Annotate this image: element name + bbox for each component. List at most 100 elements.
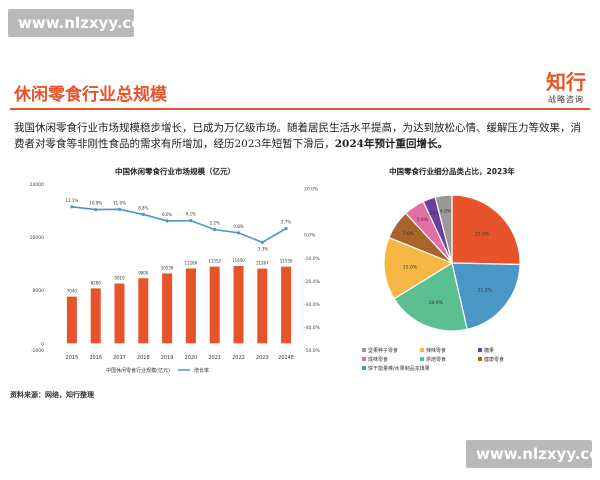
watermark-bottom: www.nlzxyy.com [466, 440, 600, 468]
x-tick-label: 2016 [89, 355, 102, 361]
x-tick-label: 2019 [161, 355, 174, 361]
pie-slice-label: 7.0% [403, 231, 415, 237]
bar-value-label: 11267 [256, 261, 269, 266]
watermark-top: www.nlzxyy.com [8, 9, 157, 37]
market-size-chart: 中国休闲零食行业市场规模（亿元） 24000 16000 8000 0-1000 20.0… [30, 166, 321, 374]
bar [66, 296, 77, 344]
y-right-tick-label: 20.0% [304, 187, 319, 193]
source-note: 资料来源：网络，知行整理 [10, 391, 94, 399]
legend-swatch [362, 357, 366, 361]
y-left-tick-label: -1000 [31, 348, 44, 354]
growth-line [71, 206, 287, 244]
brand-subtitle: 战略咨询 [548, 95, 584, 104]
x-tick-label: 2015 [66, 355, 79, 361]
x-tick-label: 2018 [137, 355, 150, 361]
pie-slice-label: 19.9% [429, 300, 444, 306]
legend-line-label: 增长率 [194, 367, 209, 374]
growth-point [236, 231, 241, 235]
growth-point [94, 207, 98, 212]
x-tick-label: 2024E [278, 355, 294, 361]
legend-swatch [362, 366, 366, 370]
page-title: 休闲零食行业总规模 [14, 85, 167, 105]
pie-slice-label: 4.0% [440, 208, 452, 214]
growth-value-label: 6.0% [162, 212, 172, 217]
y-right-tick-label: -50.0% [304, 348, 321, 354]
bar-value-label: 11650 [232, 258, 245, 263]
growth-value-label: 10.9% [89, 201, 102, 206]
bar [162, 273, 173, 344]
growth-value-label: 12.1% [66, 198, 79, 203]
legend-label: 糖果 [484, 347, 494, 354]
title-divider [10, 108, 590, 110]
y-left-tick-label: 16000 [30, 235, 44, 241]
growth-point [70, 205, 74, 209]
bar-value-label: 7040 [67, 289, 78, 294]
y-right-tick-label: 0.0% [304, 233, 316, 239]
bar [114, 283, 125, 344]
pie-slice-label: 25.5% [475, 232, 490, 238]
legend-swatch [420, 348, 424, 352]
growth-value-label: 0.8% [233, 224, 243, 229]
pie-slice [451, 262, 521, 331]
bar-value-label: 9010 [114, 276, 125, 281]
bar [281, 266, 292, 344]
intro-paragraph: 我国休闲零食行业市场规模稳步增长，已成为万亿级市场。随着居民生活水平提高，为达到… [14, 120, 586, 152]
legend-label: 健康零食 [484, 356, 504, 363]
growth-point [117, 207, 122, 211]
pie-slice-label: 3.0% [428, 211, 440, 217]
growth-point [260, 240, 264, 244]
growth-point [213, 228, 217, 232]
x-tick-label: 2022 [232, 355, 245, 361]
growth-value-label: -3.3% [256, 246, 268, 251]
x-tick-label: 2017 [113, 355, 126, 361]
chart2-title: 中国零食行业细分品类占比，2023年 [389, 166, 515, 176]
intro-text: 我国休闲零食行业市场规模稳步增长，已成为万亿级市场。随着居民生活水平提高，为达到… [14, 122, 581, 150]
y-left-tick-label: 24000 [30, 182, 44, 188]
pie-slice-label: 15.0% [403, 265, 418, 271]
y-right-tick-label: -10.0% [304, 256, 321, 262]
growth-point [141, 212, 145, 217]
legend-label: 烘焙零食 [426, 356, 446, 363]
y-right-tick-label: -30.0% [304, 302, 321, 308]
legend-swatch [478, 357, 482, 361]
bar [257, 268, 268, 344]
growth-point [189, 219, 193, 223]
pie-slice [383, 236, 454, 300]
legend-label: 饼干能量棒/水果制品冻煤果 [368, 365, 430, 372]
bar-value-label: 11280 [185, 260, 198, 265]
category-pie-chart: 中国零食行业细分品类占比，2023年 25.5% 21.2% 19.9% 15.0% 7.… [362, 166, 521, 372]
bar [185, 268, 196, 344]
legend-label: 成味零食 [368, 356, 388, 363]
bar-value-label: 8280 [91, 280, 102, 285]
growth-value-label: 6.1% [186, 212, 196, 217]
y-left-tick-label: 8000 [33, 288, 45, 294]
legend-label: 坚果种子零食 [368, 347, 398, 354]
pie-slice-label: 21.2% [478, 288, 493, 294]
growth-point [284, 226, 288, 231]
legend-swatch [478, 348, 482, 352]
growth-value-label: 11.0% [113, 200, 126, 205]
y-right-tick-label: -20.0% [304, 279, 321, 285]
bar [90, 288, 101, 344]
legend-swatch [362, 348, 366, 352]
bar [209, 266, 220, 344]
legend-swatch [420, 357, 424, 361]
pie-slice [451, 194, 521, 266]
legend-label: 辣味零食 [426, 347, 446, 354]
growth-value-label: 2.7% [281, 219, 291, 224]
x-tick-label: 2021 [208, 355, 221, 361]
y-right-tick-label: -40.0% [304, 325, 321, 331]
x-tick-label: 2020 [185, 355, 198, 361]
growth-value-label: 2.2% [210, 221, 220, 226]
pie-slice [393, 262, 468, 332]
brand-name: 知行 [546, 70, 586, 94]
bar-value-label: 11550 [280, 259, 293, 264]
growth-point [165, 219, 169, 223]
bar-value-label: 9800 [138, 270, 149, 275]
chart1-title: 中国休闲零食行业市场规模（亿元） [115, 166, 235, 176]
bar-value-label: 11552 [208, 259, 221, 264]
legend-bar-label: 中国休闲零食行业规模(亿元) [106, 367, 170, 374]
y-left-tick-label: 0 [41, 341, 44, 347]
bar-value-label: 10536 [161, 265, 174, 270]
intro-bold: 2024年预计重回增长。 [334, 138, 448, 150]
